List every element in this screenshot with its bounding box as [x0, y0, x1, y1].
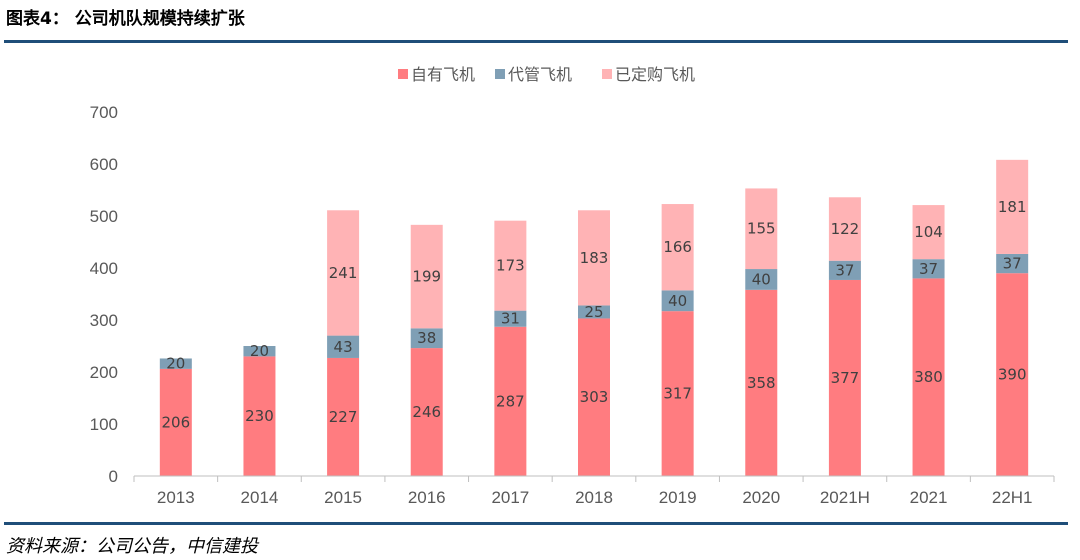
bar-series1-2020 [745, 289, 778, 476]
data-label-series2-2014: 20 [250, 342, 269, 360]
x-tick-label-2016: 2016 [408, 488, 446, 507]
x-tick-label-2020: 2020 [742, 488, 780, 507]
bar-series2-22h1 [996, 253, 1029, 274]
data-label-series3-2021h: 122 [831, 220, 860, 238]
data-label-series2-2017: 31 [501, 310, 520, 328]
data-label-series3-22h1: 181 [998, 198, 1027, 216]
data-label-series1-2015: 227 [329, 408, 358, 426]
data-label-series3-2015: 241 [329, 264, 358, 282]
stacked-bar-chart: 自有飞机 代管飞机 已定购飞机 0 100 200 300 400 500 600 700 206… [90, 65, 1055, 507]
data-label-series2-2021h: 37 [835, 261, 854, 279]
data-label-series3-2016: 199 [412, 268, 441, 286]
data-label-series3-2020: 155 [747, 220, 776, 238]
data-label-series2-22h1: 37 [1003, 255, 1022, 273]
y-tick-label-0: 0 [109, 467, 118, 486]
legend-swatch-series3 [602, 69, 612, 79]
data-label-series3-2021: 104 [914, 223, 943, 241]
x-axis: 2013 2014 2015 2016 2017 2018 2019 2020 2021H 202… [133, 475, 1055, 507]
bar-series2-2019 [661, 290, 694, 312]
data-label-series2-2015: 43 [334, 338, 353, 356]
bar-series1-22h1 [996, 273, 1029, 476]
bar-series1-2016 [410, 348, 443, 476]
y-tick-label-200: 200 [90, 363, 118, 382]
data-label-series1-2019: 317 [663, 385, 692, 403]
data-label-series1-2020: 358 [747, 374, 776, 392]
data-label-series2-2013: 20 [166, 355, 185, 373]
x-tick-label-2018: 2018 [575, 488, 613, 507]
data-label-series2-2020: 40 [752, 270, 771, 288]
data-label-series3-2018: 183 [580, 249, 609, 267]
chart-legend: 自有飞机 代管飞机 已定购飞机 [398, 65, 695, 84]
bar-series3-2019 [661, 204, 694, 291]
legend-swatch-series2 [495, 69, 505, 79]
legend-label-series3: 已定购飞机 [615, 65, 695, 84]
x-tick-label-2017: 2017 [491, 488, 529, 507]
bar-series1-2018 [578, 318, 610, 476]
y-tick-label-400: 400 [90, 259, 118, 278]
bar-series3-2017 [494, 220, 527, 311]
data-label-series1-2016: 246 [412, 403, 441, 421]
data-label-series1-2021: 380 [914, 368, 943, 386]
data-label-series1-22h1: 390 [998, 366, 1027, 384]
bar-series3-2021h [828, 197, 861, 261]
x-tick-label-2021: 2021 [910, 488, 948, 507]
data-label-series2-2018: 25 [584, 303, 603, 321]
bar-series2-2018 [578, 305, 610, 319]
data-label-series2-2021: 37 [919, 260, 938, 278]
bar-series2-2015 [327, 335, 360, 358]
data-label-series3-2017: 173 [496, 257, 525, 275]
figure-title: 图表4： 公司机队规模持续扩张 [6, 9, 245, 29]
legend-label-series1: 自有飞机 [411, 65, 475, 84]
bottom-divider [4, 522, 1068, 525]
x-tick-label-2015: 2015 [324, 488, 362, 507]
x-tick-label-2021h: 2021H [820, 488, 870, 507]
bar-series1-2015 [327, 357, 360, 476]
bar-series2-2017 [494, 310, 527, 327]
bar-series2-2014 [243, 346, 276, 357]
y-tick-label-500: 500 [90, 207, 118, 226]
bar-series3-2018 [578, 210, 610, 306]
bar-group: 206 20 230 20 227 43 241 246 38 199 287 31 173 303 25 1… [159, 159, 1029, 476]
data-label-series3-2019: 166 [663, 238, 692, 256]
bar-series2-2021h [828, 260, 861, 280]
bar-series1-2017 [494, 326, 527, 476]
source-note: 资料来源：公司公告，中信建投 [6, 536, 258, 557]
x-tick-label-22h1: 22H1 [992, 488, 1033, 507]
bar-series3-2015 [327, 210, 360, 336]
bar-series3-2020 [745, 188, 778, 270]
bar-series2-2013 [159, 358, 192, 369]
data-label-series1-2013: 206 [161, 413, 190, 431]
bar-series1-2021h [828, 279, 861, 476]
y-tick-label-300: 300 [90, 311, 118, 330]
bar-series2-2021 [912, 259, 945, 279]
top-divider [4, 40, 1068, 43]
data-label-series2-2019: 40 [668, 292, 687, 310]
bar-series3-2021 [912, 205, 945, 260]
bar-series1-2013 [159, 368, 192, 476]
bar-series2-2020 [745, 269, 778, 290]
y-tick-label-700: 700 [90, 103, 118, 122]
legend-label-series2: 代管飞机 [508, 65, 572, 84]
bar-series1-2014 [243, 356, 276, 476]
legend-swatch-series1 [398, 69, 408, 79]
y-tick-label-600: 600 [90, 155, 118, 174]
data-label-series2-2016: 38 [417, 329, 436, 347]
x-tick-label-2019: 2019 [659, 488, 697, 507]
y-axis: 0 100 200 300 400 500 600 700 [90, 103, 118, 486]
y-tick-label-100: 100 [90, 415, 118, 434]
data-label-series1-2021h: 377 [831, 369, 860, 387]
x-tick-label-2013: 2013 [157, 488, 195, 507]
data-label-series1-2014: 230 [245, 407, 274, 425]
bar-series1-2021 [912, 278, 945, 476]
bar-series3-2016 [410, 224, 443, 329]
data-label-series1-2018: 303 [580, 388, 609, 406]
bar-series3-22h1 [996, 159, 1029, 254]
x-tick-label-2014: 2014 [241, 488, 279, 507]
data-label-series1-2017: 287 [496, 392, 525, 410]
bar-series2-2016 [410, 328, 443, 349]
bar-series1-2019 [661, 311, 694, 476]
